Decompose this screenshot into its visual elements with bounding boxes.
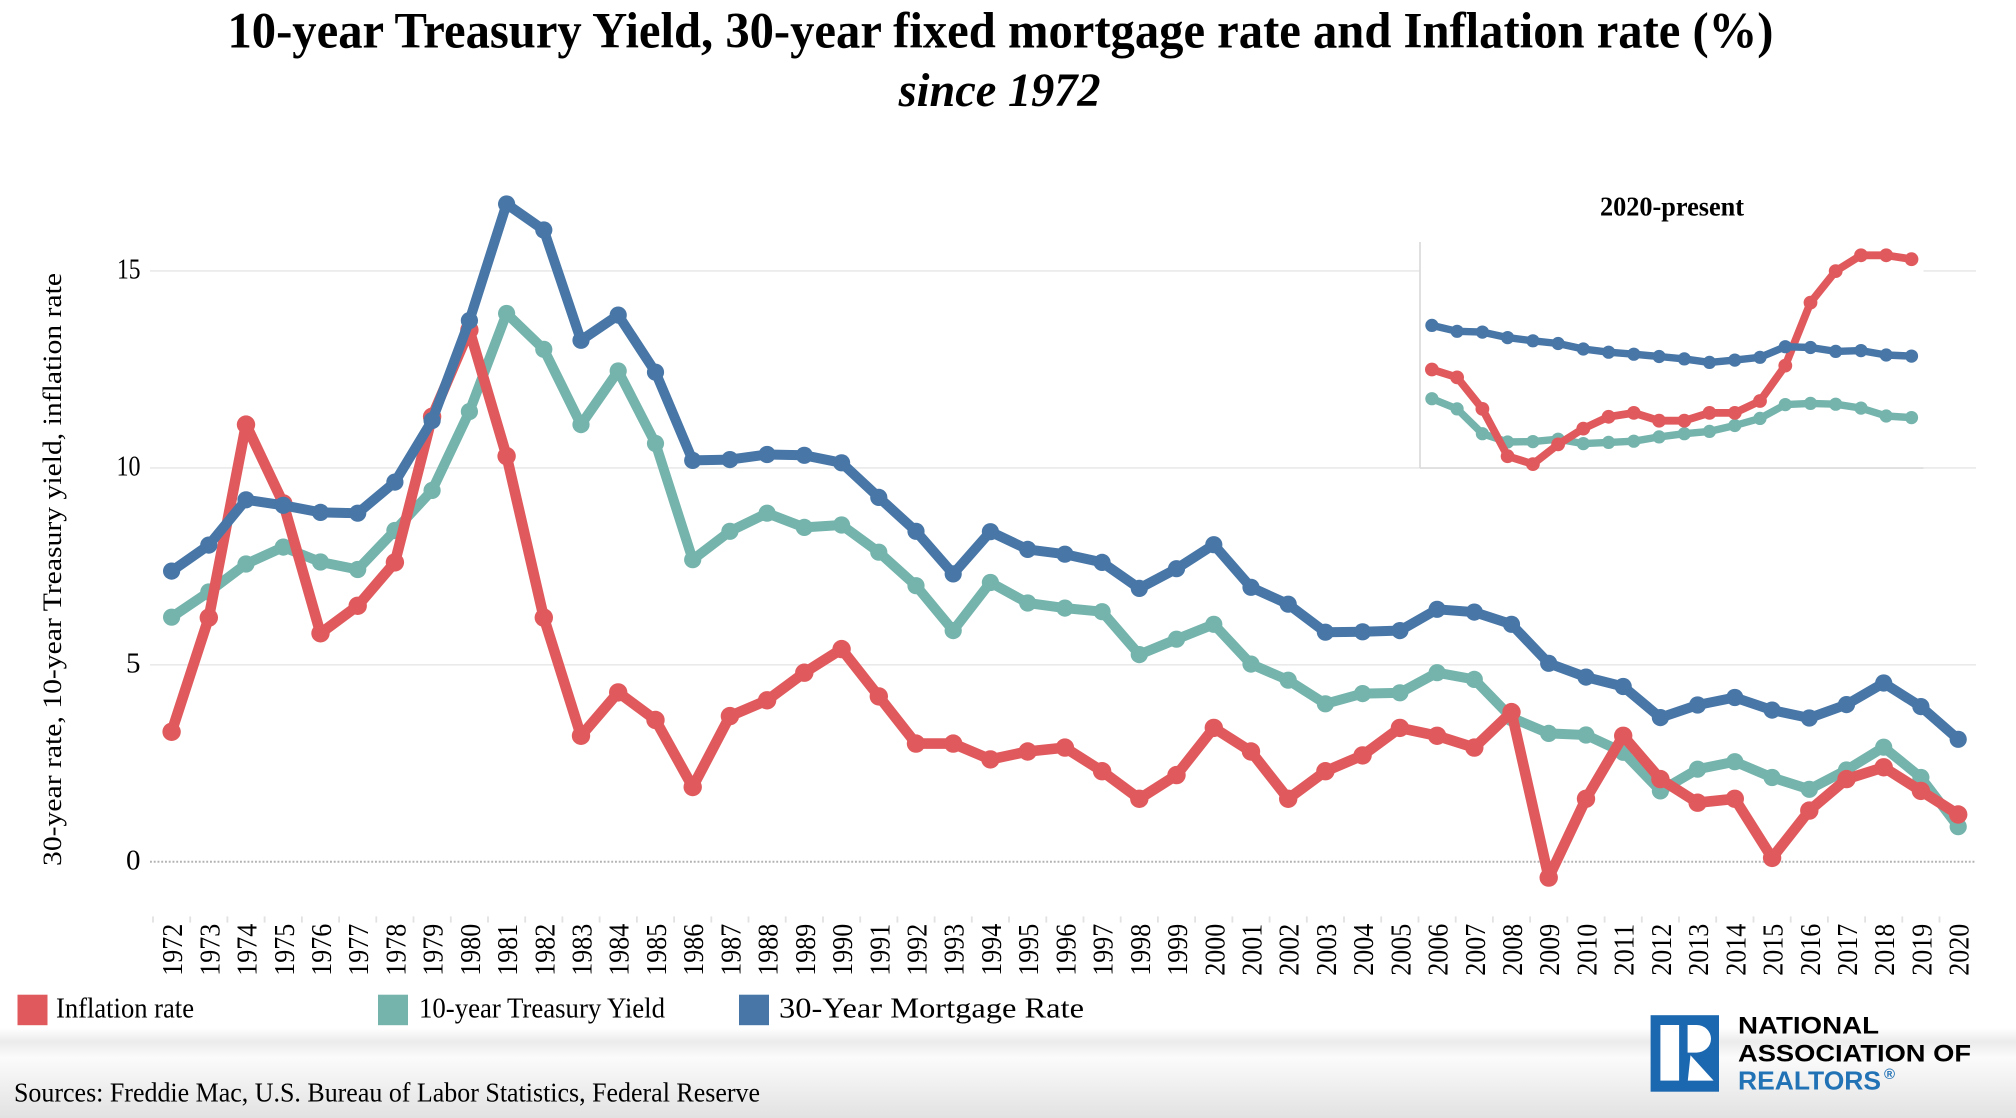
svg-text:2005: 2005 — [1385, 924, 1417, 976]
svg-text:0: 0 — [126, 844, 141, 876]
svg-text:1990: 1990 — [827, 924, 859, 976]
svg-text:1987: 1987 — [715, 924, 747, 976]
svg-text:1982: 1982 — [529, 924, 561, 976]
svg-text:2007: 2007 — [1460, 924, 1492, 976]
svg-text:1983: 1983 — [567, 924, 599, 976]
svg-text:NATIONAL: NATIONAL — [1738, 1013, 1879, 1040]
svg-text:2016: 2016 — [1795, 924, 1827, 976]
svg-text:2012: 2012 — [1646, 924, 1678, 976]
svg-text:2020: 2020 — [1944, 924, 1976, 976]
svg-text:2010: 2010 — [1572, 924, 1604, 976]
svg-text:1996: 1996 — [1050, 924, 1082, 976]
svg-text:1980: 1980 — [455, 924, 487, 976]
svg-text:2019: 2019 — [1906, 924, 1938, 976]
svg-text:Inflation rate: Inflation rate — [56, 993, 194, 1025]
svg-text:1988: 1988 — [753, 924, 785, 976]
svg-text:2009: 2009 — [1534, 924, 1566, 976]
svg-text:2002: 2002 — [1274, 924, 1306, 976]
svg-text:2014: 2014 — [1720, 923, 1752, 975]
svg-text:2013: 2013 — [1683, 924, 1715, 976]
svg-text:2006: 2006 — [1423, 924, 1455, 976]
svg-text:2017: 2017 — [1832, 924, 1864, 976]
svg-text:1973: 1973 — [194, 924, 226, 976]
svg-text:10: 10 — [117, 451, 141, 483]
svg-text:1998: 1998 — [1125, 924, 1157, 976]
svg-text:1994: 1994 — [976, 923, 1008, 975]
svg-text:2018: 2018 — [1869, 924, 1901, 976]
svg-text:10-year Treasury Yield, 30-yea: 10-year Treasury Yield, 30-year fixed mo… — [228, 4, 1774, 60]
svg-text:1997: 1997 — [1088, 924, 1120, 976]
svg-text:2001: 2001 — [1237, 924, 1269, 976]
svg-text:1993: 1993 — [939, 924, 971, 976]
svg-text:1974: 1974 — [232, 923, 264, 975]
svg-text:2015: 2015 — [1758, 924, 1790, 976]
svg-text:30-Year Mortgage Rate: 30-Year Mortgage Rate — [779, 993, 1084, 1025]
svg-text:2020-present: 2020-present — [1600, 192, 1744, 222]
svg-text:2003: 2003 — [1311, 924, 1343, 976]
svg-text:2008: 2008 — [1497, 924, 1529, 976]
svg-text:1979: 1979 — [418, 924, 450, 976]
svg-text:REALTORS: REALTORS — [1738, 1066, 1881, 1096]
svg-text:5: 5 — [126, 647, 141, 679]
svg-text:1991: 1991 — [864, 924, 896, 976]
svg-text:1985: 1985 — [641, 924, 673, 976]
svg-text:1995: 1995 — [1013, 924, 1045, 976]
svg-text:1977: 1977 — [343, 924, 375, 976]
svg-text:1992: 1992 — [902, 924, 934, 976]
svg-text:15: 15 — [117, 254, 141, 286]
svg-text:2004: 2004 — [1348, 923, 1380, 975]
svg-text:1981: 1981 — [492, 924, 524, 976]
svg-text:1976: 1976 — [306, 924, 338, 976]
svg-text:2011: 2011 — [1609, 924, 1641, 976]
svg-text:ASSOCIATION OF: ASSOCIATION OF — [1738, 1040, 1971, 1067]
svg-text:1999: 1999 — [1162, 924, 1194, 976]
svg-text:10-year Treasury Yield: 10-year Treasury Yield — [419, 993, 665, 1025]
svg-text:30-year rate, 10-year Treasury: 30-year rate, 10-year Treasury yield, in… — [38, 273, 67, 866]
svg-text:1986: 1986 — [678, 924, 710, 976]
svg-text:1972: 1972 — [157, 924, 189, 976]
svg-text:1989: 1989 — [790, 924, 822, 976]
svg-text:Sources: Freddie Mac, U.S. Bur: Sources: Freddie Mac, U.S. Bureau of Lab… — [14, 1078, 760, 1108]
svg-text:1978: 1978 — [380, 924, 412, 976]
svg-text:1984: 1984 — [604, 923, 636, 975]
svg-text:®: ® — [1884, 1066, 1895, 1083]
svg-text:1975: 1975 — [269, 924, 301, 976]
svg-text:2000: 2000 — [1199, 924, 1231, 976]
svg-text:since 1972: since 1972 — [898, 64, 1101, 117]
